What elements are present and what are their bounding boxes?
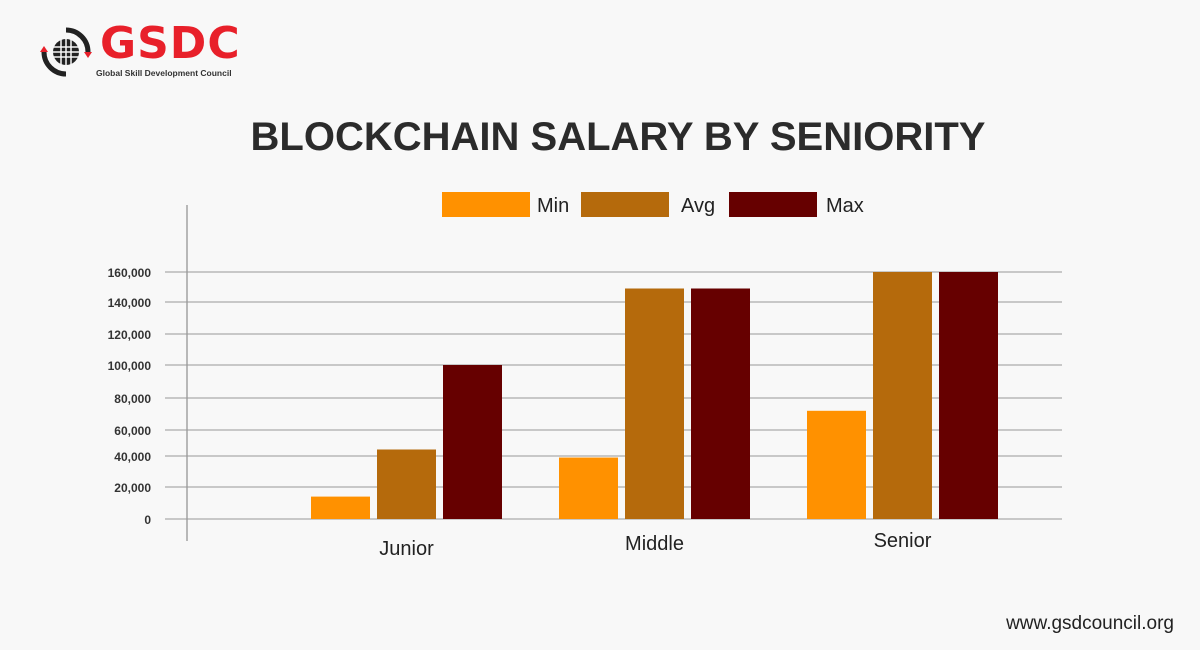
y-tick-label: 80,000 bbox=[114, 392, 151, 406]
y-tick-label: 60,000 bbox=[114, 424, 151, 438]
bar-min-senior bbox=[807, 410, 866, 519]
bar-avg-junior bbox=[377, 449, 436, 519]
y-tick-label: 20,000 bbox=[114, 481, 151, 495]
y-tick-label: 40,000 bbox=[114, 450, 151, 464]
bar-max-middle bbox=[691, 288, 750, 519]
legend-label: Avg bbox=[681, 195, 715, 217]
legend-swatch-min bbox=[442, 192, 530, 217]
y-tick-label: 120,000 bbox=[108, 328, 152, 342]
y-tick-label: 160,000 bbox=[108, 266, 152, 280]
legend-swatch-max bbox=[729, 192, 817, 217]
bar-avg-middle bbox=[625, 288, 684, 519]
bar-max-junior bbox=[443, 365, 502, 519]
y-tick-label: 100,000 bbox=[108, 359, 152, 373]
globe-icon bbox=[40, 27, 92, 77]
bar-max-senior bbox=[939, 272, 998, 519]
y-tick-label: 0 bbox=[144, 513, 151, 527]
x-tick-label: Senior bbox=[874, 530, 932, 552]
bar-avg-senior bbox=[873, 272, 932, 519]
gsdc-logo: GSDC Global Skill Development Council bbox=[38, 18, 240, 82]
x-tick-label: Middle bbox=[625, 533, 684, 555]
bar-min-middle bbox=[559, 457, 618, 519]
bar-min-junior bbox=[311, 496, 370, 519]
chart-title: BLOCKCHAIN SALARY BY SENIORITY bbox=[250, 115, 986, 159]
logo-text: GSDC bbox=[100, 18, 241, 69]
legend-swatch-avg bbox=[581, 192, 669, 217]
logo-subtitle: Global Skill Development Council bbox=[96, 68, 232, 78]
legend-label: Max bbox=[826, 195, 864, 217]
website-url: www.gsdcouncil.org bbox=[1006, 613, 1174, 634]
y-tick-label: 140,000 bbox=[108, 296, 152, 310]
legend-label: Min bbox=[537, 195, 569, 217]
x-tick-label: Junior bbox=[379, 538, 434, 560]
